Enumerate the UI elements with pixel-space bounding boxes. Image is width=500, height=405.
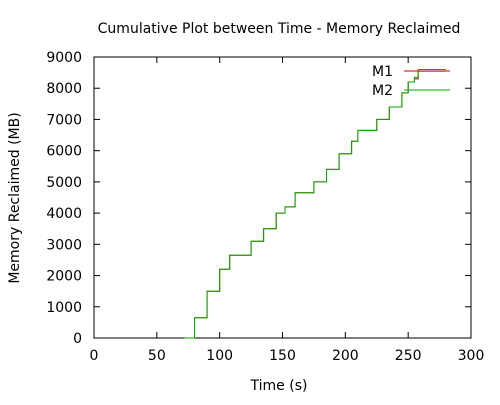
y-tick-label: 3000 bbox=[46, 237, 82, 253]
x-tick-label: 50 bbox=[148, 348, 166, 364]
y-axis-title: Memory Reclaimed (MB) bbox=[7, 112, 23, 283]
chart-title: Cumulative Plot between Time - Memory Re… bbox=[98, 21, 461, 37]
x-tick-label: 0 bbox=[90, 348, 99, 364]
x-axis-title: Time (s) bbox=[250, 378, 308, 394]
y-tick-label: 0 bbox=[73, 331, 82, 347]
y-tick-label: 6000 bbox=[46, 144, 82, 160]
y-tick-label: 9000 bbox=[46, 50, 82, 66]
series-line-m1 bbox=[185, 71, 446, 338]
legend-label-m1: M1 bbox=[372, 64, 393, 80]
y-tick-label: 8000 bbox=[46, 81, 82, 97]
x-tick-label: 150 bbox=[269, 348, 296, 364]
y-tick-label: 5000 bbox=[46, 175, 82, 191]
x-tick-label: 100 bbox=[206, 348, 233, 364]
series-layer bbox=[185, 70, 446, 339]
legend-label-m2: M2 bbox=[372, 83, 393, 99]
x-tick-label: 300 bbox=[458, 348, 485, 364]
plot-area-frame bbox=[94, 57, 471, 338]
series-line-m2 bbox=[185, 70, 446, 339]
axes-layer: 0 50 100 150 200 250 3000100020003000400050006… bbox=[46, 50, 484, 364]
y-tick-label: 4000 bbox=[46, 206, 82, 222]
x-tick-label: 200 bbox=[332, 348, 359, 364]
y-tick-label: 7000 bbox=[46, 112, 82, 128]
x-tick-label: 250 bbox=[395, 348, 422, 364]
y-tick-label: 2000 bbox=[46, 269, 82, 285]
y-tick-label: 1000 bbox=[46, 300, 82, 316]
